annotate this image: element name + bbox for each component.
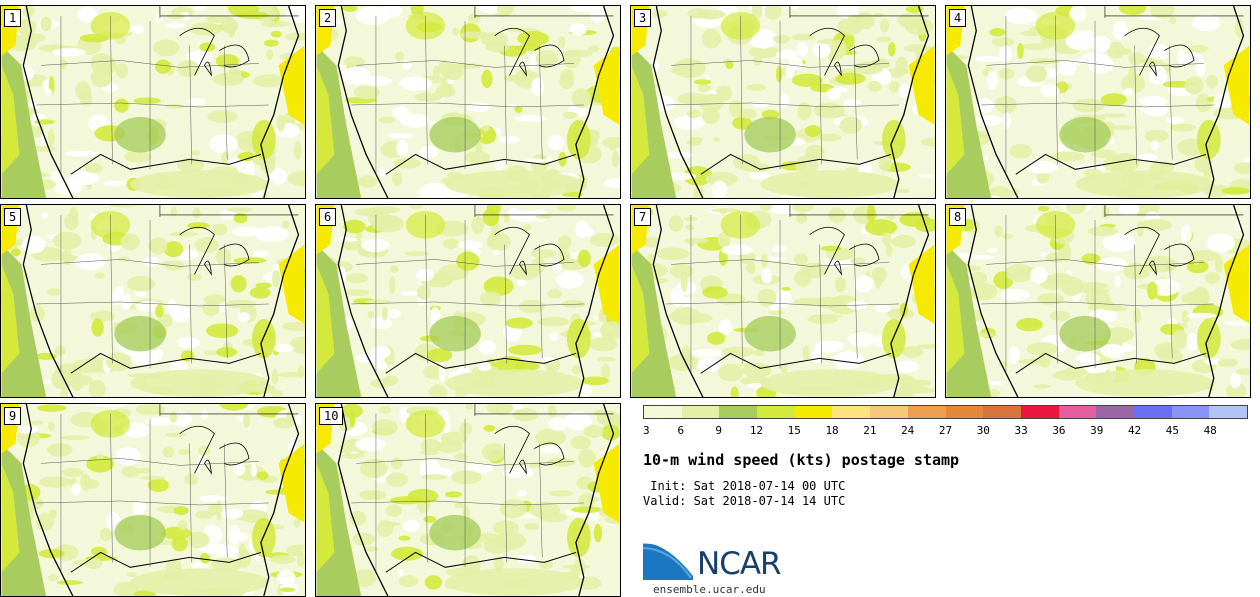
colorbar-segment [794, 406, 833, 418]
colorbar [643, 405, 1248, 419]
forecast-panel-9: 9 [0, 403, 306, 597]
colorbar-tick-label: 12 [749, 424, 764, 437]
site-url: ensemble.ucar.edu [653, 583, 766, 596]
forecast-panel-1: 1 [0, 5, 306, 199]
forecast-panel-2: 2 [315, 5, 621, 199]
colorbar-tick-label: 48 [1203, 424, 1217, 437]
member-label: 2 [319, 9, 337, 27]
ncar-logo-text: NCAR [697, 546, 782, 582]
colorbar-tick-label: 27 [938, 424, 953, 437]
colorbar-tick-label: 3 [643, 424, 650, 437]
colorbar-tick-label: 18 [825, 424, 839, 437]
forecast-panel-6: 6 [315, 204, 621, 398]
colorbar-tick-label: 45 [1165, 424, 1179, 437]
colorbar-segment [719, 406, 758, 418]
colorbar-tick-label: 36 [1052, 424, 1066, 437]
colorbar-segment [1133, 406, 1172, 418]
member-label: 1 [4, 9, 22, 27]
colorbar-tick-label: 33 [1014, 424, 1028, 437]
colorbar-tick-label: 42 [1127, 424, 1142, 437]
colorbar-segment [1171, 406, 1210, 418]
member-label: 3 [634, 9, 652, 27]
colorbar-segment [1020, 406, 1059, 418]
colorbar-segment [870, 406, 908, 418]
member-label: 10 [319, 407, 344, 425]
forecast-panel-7: 7 [630, 204, 936, 398]
member-label: 4 [949, 9, 967, 27]
colorbar-tick-label: 9 [715, 424, 722, 437]
colorbar-tick-label: 21 [863, 424, 877, 437]
colorbar-segment [945, 406, 984, 418]
colorbar-tick-label: 15 [787, 424, 801, 437]
plot-title: 10-m wind speed (kts) postage stamp [643, 451, 960, 469]
ncar-logo-icon [643, 540, 695, 580]
colorbar-tick-label: 39 [1090, 424, 1104, 437]
colorbar-tick-label: 30 [976, 424, 990, 437]
colorbar-segment [644, 406, 682, 418]
member-label: 7 [634, 208, 652, 226]
forecast-panel-4: 4 [945, 5, 1251, 199]
colorbar-segment [1209, 406, 1247, 418]
colorbar-segment [907, 406, 946, 418]
colorbar-segment [832, 406, 871, 418]
colorbar-segment [983, 406, 1021, 418]
colorbar-ticks: 3 6 9 12 15 18 21 24 27 30 33 36 39 42 45 48 [643, 424, 1248, 438]
forecast-panel-10: 10 [315, 403, 621, 597]
colorbar-segment [757, 406, 795, 418]
member-label: 5 [4, 208, 22, 226]
colorbar-tick-label: 6 [677, 424, 685, 437]
colorbar-tick-label: 24 [901, 424, 915, 437]
forecast-panel-8: 8 [945, 204, 1251, 398]
member-label: 9 [4, 407, 22, 425]
colorbar-segment [681, 406, 720, 418]
colorbar-segment [1096, 406, 1134, 418]
forecast-panel-3: 3 [630, 5, 936, 199]
member-label: 6 [319, 208, 337, 226]
forecast-panel-5: 5 [0, 204, 306, 398]
valid-time: Valid: Sat 2018-07-14 14 UTC [643, 494, 846, 508]
member-label: 8 [949, 208, 967, 226]
init-time: Init: Sat 2018-07-14 00 UTC [643, 479, 846, 493]
colorbar-segment [1058, 406, 1097, 418]
